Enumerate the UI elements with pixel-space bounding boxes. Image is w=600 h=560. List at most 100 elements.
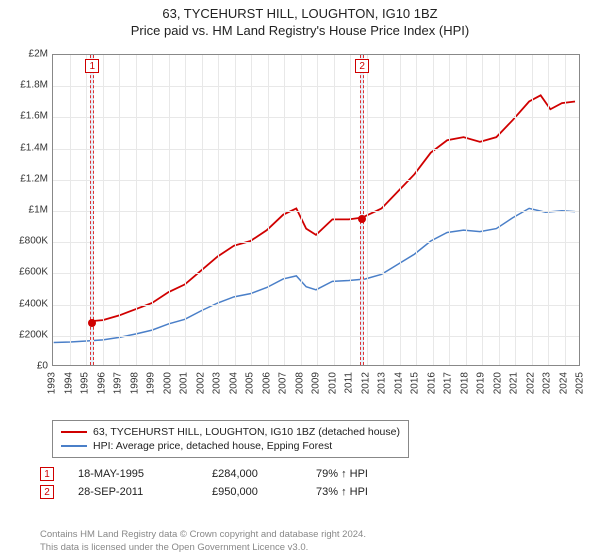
sale-marker-box: 2 bbox=[355, 59, 369, 73]
sale-price: £950,000 bbox=[212, 486, 292, 498]
x-axis-label: 2025 bbox=[575, 372, 586, 394]
gridline-v bbox=[218, 55, 219, 365]
gridline-v bbox=[499, 55, 500, 365]
x-axis-label: 1998 bbox=[129, 372, 140, 394]
y-axis-label: £1M bbox=[10, 205, 48, 216]
sales-table: 118-MAY-1995£284,00079% ↑ HPI228-SEP-201… bbox=[40, 465, 416, 501]
footer-line2: This data is licensed under the Open Gov… bbox=[40, 542, 366, 554]
y-axis-label: £1.8M bbox=[10, 80, 48, 91]
x-axis-label: 1997 bbox=[113, 372, 124, 394]
sale-point-dot bbox=[88, 319, 96, 327]
x-axis-label: 2004 bbox=[228, 372, 239, 394]
gridline-v bbox=[70, 55, 71, 365]
x-axis-label: 1995 bbox=[80, 372, 91, 394]
x-axis-label: 2010 bbox=[327, 372, 338, 394]
gridline-h bbox=[53, 242, 579, 243]
sales-table-row: 118-MAY-1995£284,00079% ↑ HPI bbox=[40, 465, 416, 483]
gridline-h bbox=[53, 180, 579, 181]
legend-box: 63, TYCEHURST HILL, LOUGHTON, IG10 1BZ (… bbox=[52, 420, 409, 458]
x-axis-label: 2000 bbox=[162, 372, 173, 394]
x-axis-label: 2002 bbox=[195, 372, 206, 394]
x-axis-label: 2020 bbox=[492, 372, 503, 394]
x-axis-label: 2014 bbox=[393, 372, 404, 394]
footer-attribution: Contains HM Land Registry data © Crown c… bbox=[40, 529, 366, 554]
legend-label: 63, TYCEHURST HILL, LOUGHTON, IG10 1BZ (… bbox=[93, 426, 400, 438]
gridline-v bbox=[416, 55, 417, 365]
sales-table-row: 2 28-SEP-2011 £950,000 73% ↑ HPI bbox=[40, 483, 416, 501]
x-axis-label: 1993 bbox=[47, 372, 58, 394]
gridline-v bbox=[367, 55, 368, 365]
gridline-h bbox=[53, 336, 579, 337]
gridline-v bbox=[466, 55, 467, 365]
gridline-h bbox=[53, 211, 579, 212]
y-axis-label: £2M bbox=[10, 49, 48, 60]
x-axis-label: 2013 bbox=[377, 372, 388, 394]
gridline-v bbox=[136, 55, 137, 365]
x-axis-label: 2005 bbox=[245, 372, 256, 394]
legend-row: 63, TYCEHURST HILL, LOUGHTON, IG10 1BZ (… bbox=[61, 425, 400, 439]
x-axis-label: 2021 bbox=[509, 372, 520, 394]
title-address: 63, TYCEHURST HILL, LOUGHTON, IG10 1BZ bbox=[0, 6, 600, 21]
gridline-v bbox=[317, 55, 318, 365]
gridline-h bbox=[53, 86, 579, 87]
chart-container: 12 £0£200K£400K£600K£800K£1M£1.2M£1.4M£1… bbox=[10, 48, 590, 408]
x-axis-label: 2008 bbox=[294, 372, 305, 394]
y-axis-label: £1.6M bbox=[10, 111, 48, 122]
legend-swatch bbox=[61, 445, 87, 447]
x-axis-label: 1999 bbox=[146, 372, 157, 394]
x-axis-label: 2006 bbox=[261, 372, 272, 394]
x-axis-label: 2009 bbox=[311, 372, 322, 394]
sale-date: 28-SEP-2011 bbox=[78, 486, 188, 498]
gridline-v bbox=[284, 55, 285, 365]
gridline-v bbox=[301, 55, 302, 365]
gridline-v bbox=[482, 55, 483, 365]
gridline-v bbox=[152, 55, 153, 365]
gridline-v bbox=[185, 55, 186, 365]
series-line-hpi bbox=[54, 208, 575, 342]
x-axis-label: 2012 bbox=[360, 372, 371, 394]
gridline-v bbox=[532, 55, 533, 365]
sale-number-box: 1 bbox=[40, 467, 54, 481]
sale-band bbox=[360, 55, 364, 365]
gridline-v bbox=[251, 55, 252, 365]
y-axis-label: £1.2M bbox=[10, 173, 48, 184]
gridline-v bbox=[400, 55, 401, 365]
sale-diff: 73% ↑ HPI bbox=[316, 486, 416, 498]
gridline-v bbox=[433, 55, 434, 365]
x-axis-label: 2011 bbox=[344, 372, 355, 394]
y-axis-label: £1.4M bbox=[10, 142, 48, 153]
gridline-v bbox=[383, 55, 384, 365]
gridline-v bbox=[169, 55, 170, 365]
footer-line1: Contains HM Land Registry data © Crown c… bbox=[40, 529, 366, 541]
gridline-v bbox=[565, 55, 566, 365]
sale-price: £284,000 bbox=[212, 468, 292, 480]
gridline-v bbox=[235, 55, 236, 365]
gridline-h bbox=[53, 305, 579, 306]
gridline-v bbox=[334, 55, 335, 365]
x-axis-label: 2016 bbox=[426, 372, 437, 394]
title-subtitle: Price paid vs. HM Land Registry's House … bbox=[0, 23, 600, 38]
x-axis-label: 1996 bbox=[96, 372, 107, 394]
sale-diff: 79% ↑ HPI bbox=[316, 468, 416, 480]
x-axis-label: 2003 bbox=[212, 372, 223, 394]
x-axis-label: 2019 bbox=[476, 372, 487, 394]
y-axis-label: £800K bbox=[10, 236, 48, 247]
y-axis-label: £200K bbox=[10, 329, 48, 340]
sale-point-dot bbox=[358, 215, 366, 223]
gridline-v bbox=[86, 55, 87, 365]
gridline-v bbox=[350, 55, 351, 365]
plot-area: 12 bbox=[52, 54, 580, 366]
sale-marker-box: 1 bbox=[85, 59, 99, 73]
gridline-v bbox=[119, 55, 120, 365]
gridline-h bbox=[53, 273, 579, 274]
gridline-v bbox=[515, 55, 516, 365]
x-axis-label: 2024 bbox=[558, 372, 569, 394]
gridline-h bbox=[53, 117, 579, 118]
x-axis-label: 2015 bbox=[410, 372, 421, 394]
x-axis-label: 2001 bbox=[179, 372, 190, 394]
x-axis-label: 2017 bbox=[443, 372, 454, 394]
sale-number-box: 2 bbox=[40, 485, 54, 499]
gridline-v bbox=[449, 55, 450, 365]
y-axis-label: £400K bbox=[10, 298, 48, 309]
x-axis-label: 2023 bbox=[542, 372, 553, 394]
